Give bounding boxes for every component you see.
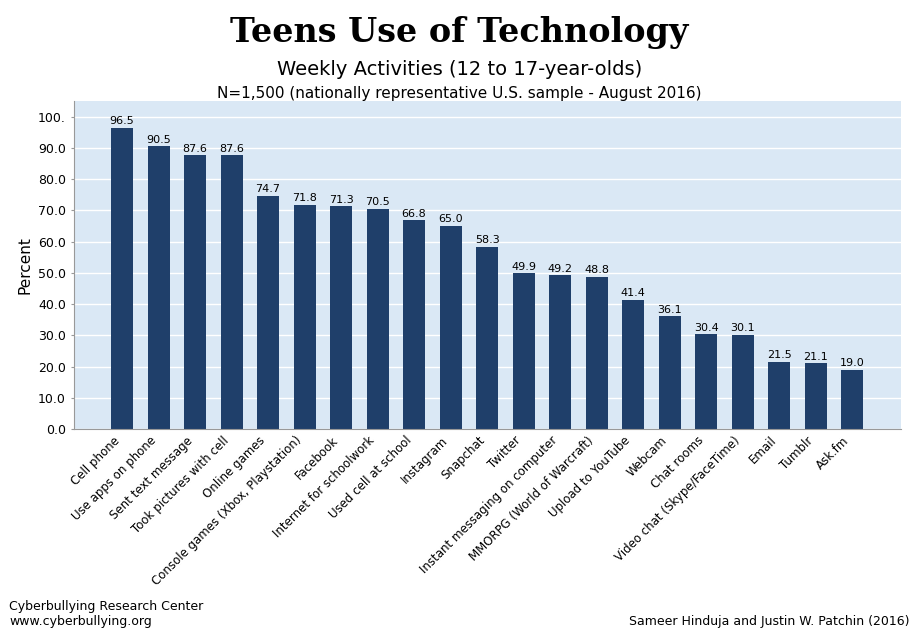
Text: Teens Use of Technology: Teens Use of Technology [231, 16, 688, 49]
Text: 71.8: 71.8 [292, 193, 317, 203]
Bar [659, 316, 681, 429]
Text: 65.0: 65.0 [438, 215, 463, 225]
Text: 21.1: 21.1 [803, 351, 828, 362]
Text: Weekly Activities (12 to 17-year-olds): Weekly Activities (12 to 17-year-olds) [277, 60, 642, 79]
Text: 21.5: 21.5 [766, 350, 791, 360]
Text: 41.4: 41.4 [620, 288, 645, 298]
Text: 36.1: 36.1 [657, 305, 682, 315]
Bar [513, 273, 535, 429]
Bar [732, 335, 754, 429]
Bar [768, 362, 790, 429]
Text: 87.6: 87.6 [183, 144, 208, 154]
Bar [695, 334, 717, 429]
Text: 66.8: 66.8 [402, 209, 426, 219]
Text: 19.0: 19.0 [840, 358, 865, 368]
Bar [293, 204, 315, 429]
Bar [148, 146, 169, 429]
Bar [841, 370, 863, 429]
Bar [221, 155, 243, 429]
Bar [476, 247, 498, 429]
Bar [330, 206, 352, 429]
Text: 70.5: 70.5 [365, 198, 390, 207]
Text: Cyberbullying Research Center
www.cyberbullying.org: Cyberbullying Research Center www.cyberb… [9, 600, 203, 628]
Text: 48.8: 48.8 [584, 265, 609, 275]
Text: 96.5: 96.5 [109, 116, 134, 126]
Bar [111, 127, 133, 429]
Text: N=1,500 (nationally representative U.S. sample - August 2016): N=1,500 (nationally representative U.S. … [217, 86, 702, 101]
Bar [550, 275, 571, 429]
Text: 71.3: 71.3 [329, 195, 354, 204]
Text: 58.3: 58.3 [475, 235, 499, 245]
Bar [439, 226, 461, 429]
Bar [585, 276, 607, 429]
Text: 74.7: 74.7 [255, 184, 280, 194]
Text: 90.5: 90.5 [146, 134, 171, 144]
Bar [403, 220, 425, 429]
Text: Sameer Hinduja and Justin W. Patchin (2016): Sameer Hinduja and Justin W. Patchin (20… [630, 615, 910, 628]
Y-axis label: Percent: Percent [17, 236, 32, 294]
Text: 49.9: 49.9 [511, 262, 536, 271]
Bar [622, 300, 644, 429]
Text: 87.6: 87.6 [219, 144, 244, 154]
Bar [367, 209, 389, 429]
Bar [184, 155, 206, 429]
Bar [805, 363, 826, 429]
Text: 30.4: 30.4 [694, 322, 719, 333]
Bar [257, 196, 279, 429]
Text: 30.1: 30.1 [731, 324, 754, 333]
Text: 49.2: 49.2 [548, 264, 573, 274]
